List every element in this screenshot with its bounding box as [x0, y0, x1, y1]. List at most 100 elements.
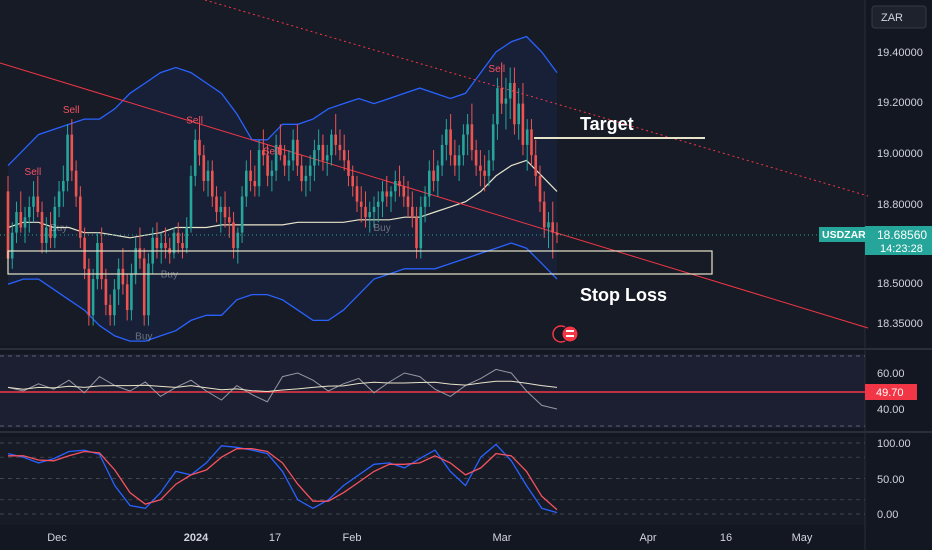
candle-body [193, 139, 197, 176]
rsi-indicator [0, 355, 865, 427]
candle-body [555, 232, 559, 236]
candle-body [376, 201, 380, 207]
candle-body [125, 284, 129, 311]
candle-body [359, 201, 363, 207]
candle-body [91, 279, 95, 316]
stoch-k-line [7, 443, 558, 514]
stochastic-pane [0, 437, 865, 525]
candle-body [257, 150, 261, 187]
candle-body [40, 212, 44, 243]
currency-button-frame[interactable] [871, 5, 927, 29]
candle-body [134, 248, 137, 274]
candle-body [74, 170, 78, 197]
candle-body [517, 103, 520, 125]
candle-body [202, 155, 206, 181]
time-tick-label: May [792, 532, 813, 544]
candle-body [330, 134, 333, 156]
candle-body [351, 175, 354, 187]
price-tick-label: 18.80000 [877, 199, 923, 211]
candle-body [113, 289, 116, 316]
rsi-ma-line [7, 380, 558, 393]
candle-body [347, 160, 350, 176]
candle-body [130, 274, 133, 311]
axes: 19.40000 19.20000 19.00000 18.80000 18.50000… [47, 47, 923, 544]
candle-body [321, 144, 325, 161]
candle-body [79, 196, 82, 238]
candle-body [457, 155, 461, 166]
candle-body [491, 124, 495, 161]
time-tick-label: Dec [47, 532, 67, 544]
candle-body [45, 227, 48, 243]
us-flag-icon[interactable] [561, 325, 579, 343]
trendlines [0, 0, 869, 329]
rsi-value-tag: 49.70 [865, 384, 917, 400]
candle-body [219, 206, 223, 213]
candle-body [411, 206, 414, 218]
candle-body [449, 129, 452, 156]
candle-body [389, 191, 393, 197]
last-price-tag: 18.68560 [877, 228, 927, 242]
candle-body [534, 155, 537, 176]
candle-body [372, 206, 376, 213]
stochastic-indicator [0, 442, 865, 515]
rsi-tick-label: 40.00 [877, 404, 905, 416]
candle-body [176, 232, 180, 243]
candle-body [445, 129, 448, 145]
candle-body [253, 181, 257, 187]
signal-label: Buy [374, 223, 391, 234]
price-tick-label: 19.00000 [877, 148, 923, 160]
candle-body [521, 103, 525, 145]
time-tick-label: Apr [639, 532, 656, 544]
candle-body [474, 150, 478, 166]
price-tick-label: 19.40000 [877, 47, 923, 59]
candle-body [398, 181, 401, 187]
candle-body [117, 268, 120, 290]
candle-body [432, 170, 435, 181]
candle-body [508, 83, 512, 99]
candle-body [87, 268, 91, 316]
candle-body [53, 206, 57, 238]
price-tick-label: 18.35000 [877, 318, 923, 330]
candle-body [551, 222, 554, 233]
bollinger-upper [7, 35, 558, 167]
candle-body [542, 201, 546, 228]
stoch-tick-label: 50.00 [877, 474, 905, 486]
ma-line [7, 159, 558, 239]
event-flags[interactable] [552, 325, 579, 343]
candle-body [36, 196, 40, 212]
bollinger-lower [7, 242, 558, 342]
currency-button[interactable]: ZAR [871, 5, 927, 29]
symbol-tag: USDZAR [822, 229, 866, 241]
candle-body [198, 139, 201, 156]
candle-body [159, 243, 163, 249]
stop-loss-zone[interactable] [7, 250, 713, 275]
signal-label: Sell [186, 115, 203, 126]
candle-body [530, 129, 533, 156]
stoch-d-line [8, 448, 558, 511]
time-tick-label: 16 [720, 532, 732, 544]
candle-body [236, 232, 240, 249]
candle-body [138, 248, 142, 259]
candle-body [381, 191, 384, 202]
signal-label: Sell [263, 146, 280, 157]
countdown-tag: 14:23:28 [880, 243, 923, 255]
price-tick-label: 18.50000 [877, 278, 923, 290]
candle-body [32, 196, 35, 207]
candle-body [10, 232, 14, 259]
candle-body [211, 170, 214, 197]
candle-body [83, 237, 86, 269]
time-tick-label: Feb [343, 532, 362, 544]
candle-body [100, 243, 103, 280]
moving-average [7, 159, 558, 239]
rsi-value: 49.70 [876, 387, 904, 399]
candle-body [147, 263, 150, 316]
candle-body [368, 212, 371, 218]
candle-body [364, 206, 367, 218]
descending-trendline [0, 62, 869, 329]
candle-body [96, 243, 99, 280]
candle-body [206, 170, 210, 181]
candle-body [249, 170, 252, 181]
price-tag-bg [865, 226, 932, 255]
symbol-tag-bg [819, 227, 865, 242]
